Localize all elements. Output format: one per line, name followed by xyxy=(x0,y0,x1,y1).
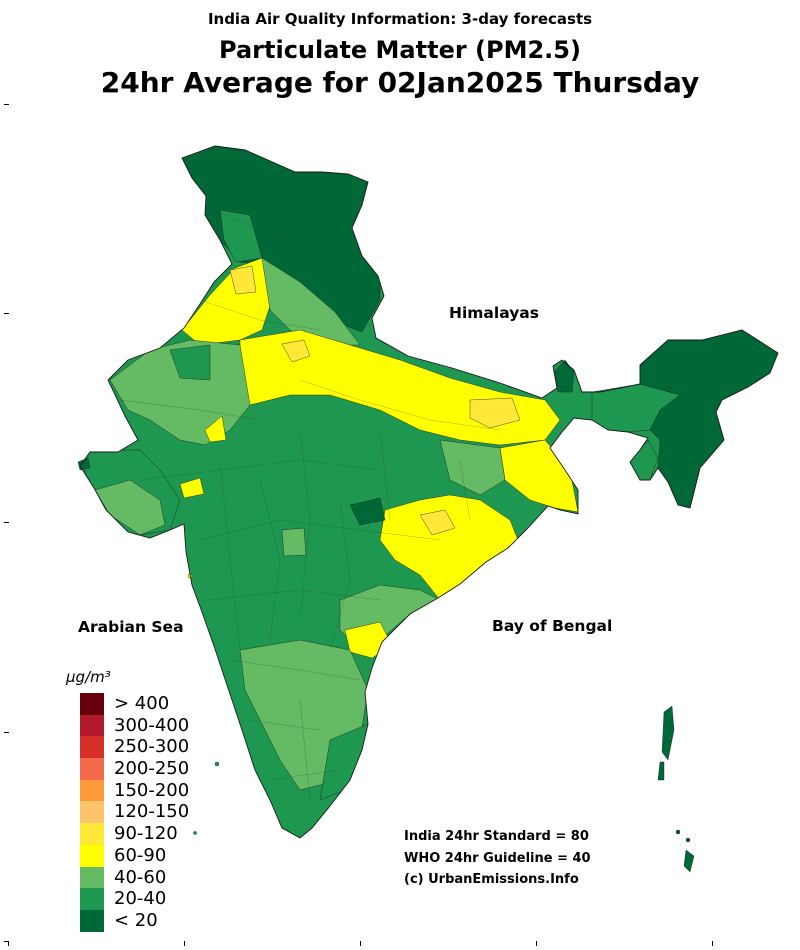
map-supertitle: India Air Quality Information: 3-day for… xyxy=(207,10,593,28)
legend-swatch xyxy=(80,866,104,889)
legend-swatch xyxy=(80,823,104,845)
legend-label: > 400 xyxy=(114,693,170,714)
legend-swatch xyxy=(80,693,104,715)
axis-tick xyxy=(360,941,361,946)
notes-block: India 24hr Standard = 80 WHO 24hr Guidel… xyxy=(404,826,591,891)
legend-swatch xyxy=(80,888,104,910)
legend-label: 60-90 xyxy=(114,844,167,866)
legend-label: 90-120 xyxy=(114,823,178,845)
axis-tick xyxy=(8,941,9,946)
legend-label: < 20 xyxy=(114,909,158,931)
label-arabian-sea: Arabian Sea xyxy=(78,618,184,636)
legend-label: 200-250 xyxy=(114,758,190,780)
legend-swatch xyxy=(80,779,104,802)
legend-label: 120-150 xyxy=(114,801,190,823)
legend-label: 40-60 xyxy=(114,866,167,888)
legend-swatch xyxy=(80,714,104,737)
map-subtitle: 24hr Average for 02Jan2025 Thursday xyxy=(100,66,700,99)
axis-tick xyxy=(4,313,9,314)
axis-tick xyxy=(712,941,713,946)
india-border xyxy=(79,145,779,839)
copyright-note: (c) UrbanEmissions.Info xyxy=(404,872,579,887)
legend-label: 300-400 xyxy=(114,714,190,736)
who-guideline-note: WHO 24hr Guideline = 40 xyxy=(404,850,591,866)
legend-swatch xyxy=(80,909,104,932)
legend-unit: µg/m³ xyxy=(66,668,111,686)
map-title: Particulate Matter (PM2.5) xyxy=(219,36,581,64)
legend-label: 250-300 xyxy=(114,736,190,758)
legend-swatch xyxy=(80,801,104,824)
label-himalayas: Himalayas xyxy=(449,304,539,322)
axis-tick xyxy=(4,522,9,523)
india-standard-note: India 24hr Standard = 80 xyxy=(404,829,589,844)
legend-swatch xyxy=(80,758,104,780)
legend-label: 150-200 xyxy=(114,779,190,801)
legend-label: 20-40 xyxy=(114,888,167,910)
lakshadweep-island xyxy=(214,761,220,767)
axis-tick xyxy=(4,104,9,105)
lakshadweep-island xyxy=(193,831,197,835)
andaman-nicobar-islands xyxy=(657,705,695,873)
axis-tick xyxy=(4,941,9,942)
label-bay-of-bengal: Bay of Bengal xyxy=(492,617,613,635)
axis-tick xyxy=(184,941,185,946)
district-lines xyxy=(119,199,501,801)
legend-swatch xyxy=(80,736,104,759)
northeast-india xyxy=(553,329,779,509)
legend-swatch xyxy=(80,844,104,867)
axis-tick xyxy=(4,732,9,733)
axis-tick xyxy=(536,941,537,946)
